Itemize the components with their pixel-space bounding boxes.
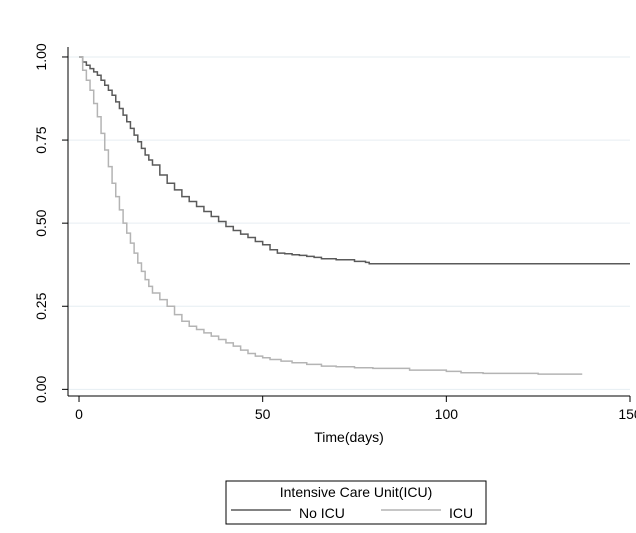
y-ticks: 0.00 0.25 0.50 0.75 1.00 (33, 43, 68, 403)
x-axis-label: Time(days) (314, 429, 384, 445)
x-tick-label: 150 (618, 406, 636, 422)
x-ticks: 0 50 100 150 (75, 396, 636, 422)
series-line-no-icu (79, 56, 630, 265)
y-tick-label: 0.25 (33, 292, 49, 319)
grid-lines (68, 56, 630, 390)
y-tick-label: 1.00 (33, 43, 49, 70)
series-line-icu (79, 56, 583, 375)
legend: Intensive Care Unit(ICU) No ICU ICU (225, 480, 487, 525)
x-tick-label: 0 (75, 406, 83, 422)
y-tick-label: 0.75 (33, 126, 49, 153)
legend-label-no-icu: No ICU (299, 505, 345, 521)
legend-label-icu: ICU (449, 505, 473, 521)
x-tick-label: 100 (435, 406, 459, 422)
legend-box (225, 480, 487, 525)
legend-title: Intensive Care Unit(ICU) (280, 484, 433, 500)
y-tick-label: 0.50 (33, 209, 49, 236)
y-tick-label: 0.00 (33, 376, 49, 403)
x-tick-label: 50 (255, 406, 271, 422)
series-lines (79, 56, 630, 375)
